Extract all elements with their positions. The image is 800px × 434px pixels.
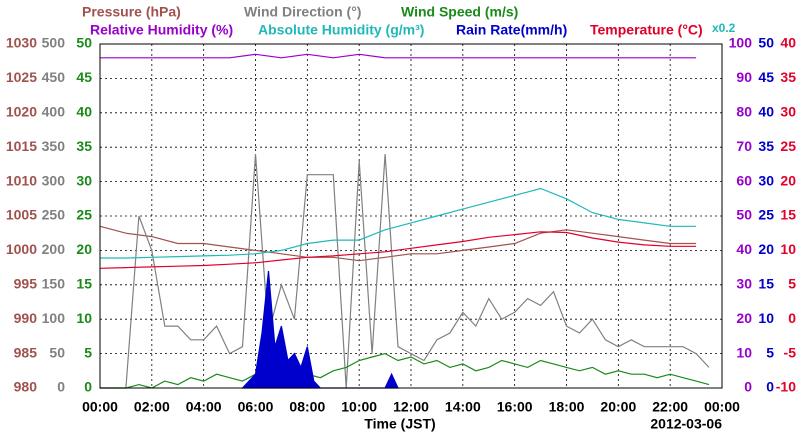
x-tick-label: 12:00 xyxy=(393,399,429,415)
scale-note: x0.2 xyxy=(712,21,736,35)
y-tick-label: 980 xyxy=(14,379,38,395)
y-tick-label: 500 xyxy=(42,35,66,51)
y-tick-label: 90 xyxy=(736,69,752,85)
y-tick-label: 10 xyxy=(76,310,92,326)
y-tick-label: 10 xyxy=(736,344,752,360)
y-tick-label: 30 xyxy=(758,172,774,188)
y-tick-label: 45 xyxy=(76,69,92,85)
y-tick-label: 20 xyxy=(736,310,752,326)
y-tick-label: 0 xyxy=(84,379,92,395)
y-tick-label: 200 xyxy=(42,241,66,257)
series-line xyxy=(100,154,710,389)
series-line xyxy=(100,352,710,389)
y-tick-label: 45 xyxy=(758,69,774,85)
y-tick-label: -10 xyxy=(776,379,796,395)
date-label: 2012-03-06 xyxy=(650,416,722,432)
y-tick-label: 50 xyxy=(758,35,774,51)
y-tick-label: 40 xyxy=(758,104,774,120)
y-tick-label: 150 xyxy=(42,276,66,292)
y-tick-label: 400 xyxy=(42,104,66,120)
legend-label: Pressure (hPa) xyxy=(82,4,181,20)
y-tick-label: 0 xyxy=(766,379,774,395)
x-tick-label: 22:00 xyxy=(652,399,688,415)
plot-border xyxy=(99,43,723,389)
x-tick-label: 18:00 xyxy=(549,399,585,415)
y-tick-label: 5 xyxy=(84,344,92,360)
y-tick-label: 30 xyxy=(736,276,752,292)
y-tick-label: 300 xyxy=(42,172,66,188)
y-tick-label: 40 xyxy=(780,35,796,51)
y-tick-label: 20 xyxy=(758,241,774,257)
x-tick-label: 20:00 xyxy=(600,399,636,415)
y-tick-label: 25 xyxy=(76,207,92,223)
x-tick-label: 02:00 xyxy=(134,399,170,415)
series-line xyxy=(99,231,697,269)
y-tick-label: 0 xyxy=(57,379,65,395)
y-tick-label: 50 xyxy=(49,344,65,360)
y-tick-label: 1020 xyxy=(6,104,37,120)
series-line xyxy=(99,225,697,262)
y-tick-label: 40 xyxy=(736,241,752,257)
y-tick-label: 30 xyxy=(76,172,92,188)
y-tick-label: 70 xyxy=(736,138,752,154)
y-tick-label: 0 xyxy=(744,379,752,395)
y-tick-label: 60 xyxy=(736,172,752,188)
series-line xyxy=(100,53,697,59)
y-tick-label: 1030 xyxy=(6,35,37,51)
y-tick-label: 1000 xyxy=(6,241,37,257)
y-tick-label: 0 xyxy=(788,310,796,326)
x-tick-label: 00:00 xyxy=(82,399,118,415)
legend-label: Temperature (°C) xyxy=(590,22,703,38)
x-axis-label: Time (JST) xyxy=(364,416,435,432)
y-tick-label: 995 xyxy=(14,276,38,292)
y-tick-label: 25 xyxy=(758,207,774,223)
legend-label: Wind Direction (°) xyxy=(244,4,361,20)
y-tick-label: 80 xyxy=(736,104,752,120)
y-tick-label: 25 xyxy=(780,138,796,154)
y-tick-label: 15 xyxy=(758,276,774,292)
y-tick-label: 250 xyxy=(42,207,66,223)
y-tick-label: 15 xyxy=(780,207,796,223)
x-tick-label: 08:00 xyxy=(289,399,325,415)
y-tick-label: 1015 xyxy=(6,138,37,154)
series-area xyxy=(241,270,399,389)
y-tick-label: 50 xyxy=(736,207,752,223)
x-tick-label: 16:00 xyxy=(497,399,533,415)
y-tick-label: 985 xyxy=(14,344,38,360)
series-line xyxy=(100,187,697,259)
y-tick-label: 35 xyxy=(758,138,774,154)
y-tick-label: 10 xyxy=(758,310,774,326)
y-tick-label: 350 xyxy=(42,138,66,154)
y-tick-label: 450 xyxy=(42,69,66,85)
y-tick-label: -5 xyxy=(784,344,797,360)
y-tick-label: 20 xyxy=(780,172,796,188)
x-tick-label: 14:00 xyxy=(445,399,481,415)
y-tick-label: 50 xyxy=(76,35,92,51)
y-tick-label: 10 xyxy=(780,241,796,257)
y-tick-label: 40 xyxy=(76,104,92,120)
y-tick-label: 5 xyxy=(766,344,774,360)
y-tick-label: 1010 xyxy=(6,172,37,188)
y-tick-label: 5 xyxy=(788,276,796,292)
x-tick-label: 04:00 xyxy=(186,399,222,415)
y-tick-label: 1025 xyxy=(6,69,37,85)
legend-label: Absolute Humidity (g/m³) xyxy=(258,22,424,38)
y-tick-label: 35 xyxy=(780,69,796,85)
y-tick-label: 100 xyxy=(42,310,66,326)
legend-label: Relative Humidity (%) xyxy=(90,22,233,38)
y-tick-label: 1005 xyxy=(6,207,37,223)
y-tick-label: 990 xyxy=(14,310,38,326)
x-tick-label: 06:00 xyxy=(238,399,274,415)
x-tick-label: 00:00 xyxy=(704,399,740,415)
x-tick-label: 10:00 xyxy=(341,399,377,415)
y-tick-label: 35 xyxy=(76,138,92,154)
y-tick-label: 30 xyxy=(780,104,796,120)
y-tick-label: 15 xyxy=(76,276,92,292)
legend-label: Rain Rate(mm/h) xyxy=(456,22,567,38)
y-tick-label: 20 xyxy=(76,241,92,257)
y-tick-label: 100 xyxy=(729,35,753,51)
legend-label: Wind Speed (m/s) xyxy=(401,4,518,20)
